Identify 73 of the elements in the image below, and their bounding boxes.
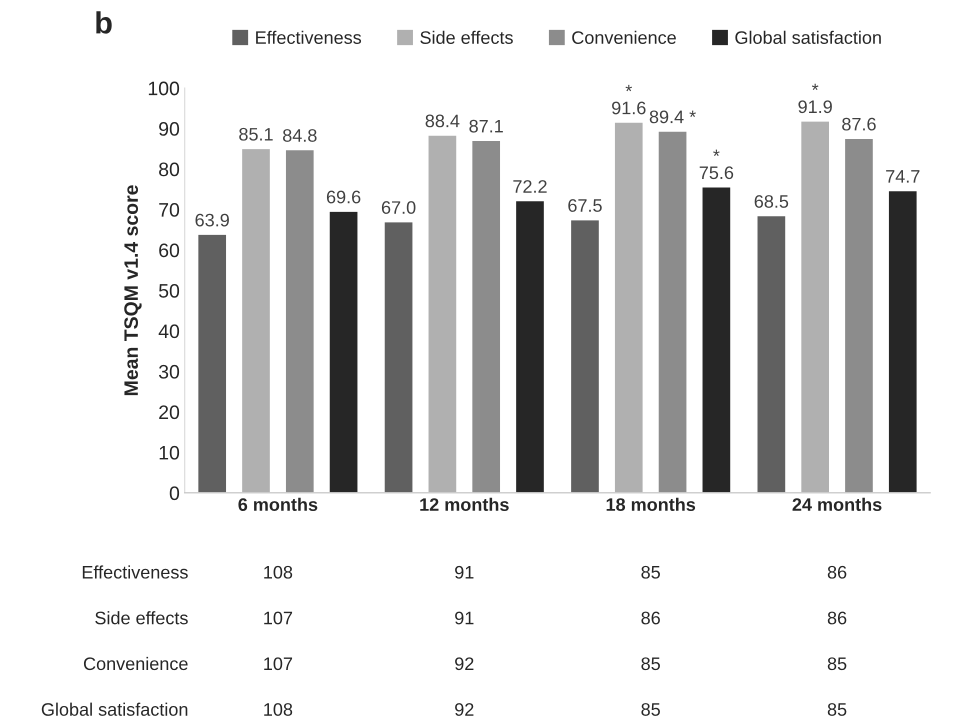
data-label: * 91.6 xyxy=(612,84,646,114)
text: 108 xyxy=(264,566,292,579)
data-label: * 91.9 xyxy=(798,84,832,114)
bar xyxy=(800,120,830,493)
legend-label: Convenience xyxy=(572,30,676,44)
data-label: 89.4 * xyxy=(650,110,696,124)
text: 108 xyxy=(264,703,292,716)
chart-title: b xyxy=(96,11,112,34)
data-label: 67.5 xyxy=(568,199,602,212)
text: 85 xyxy=(828,657,846,670)
data-label: * 75.6 xyxy=(700,150,734,180)
bar xyxy=(514,200,546,493)
text: 85 xyxy=(641,703,660,716)
data-label: 63.9 xyxy=(196,214,229,226)
data-label: 69.6 xyxy=(326,190,360,204)
legend-label: Global satisfaction xyxy=(735,30,881,44)
bar xyxy=(240,148,272,493)
text: 85 xyxy=(641,657,660,670)
data-label: 84.8 xyxy=(283,129,317,142)
data-label: 87.6 xyxy=(842,118,876,131)
bar xyxy=(284,148,316,493)
y-tick-label: 0 xyxy=(170,486,180,500)
bar xyxy=(383,220,414,493)
y-tick-label: 60 xyxy=(159,243,180,258)
text: 86 xyxy=(828,566,846,579)
bar xyxy=(701,186,732,493)
text: 86 xyxy=(641,612,660,624)
bar xyxy=(756,214,787,493)
bar xyxy=(570,218,600,493)
data-label: 87.1 xyxy=(469,120,503,133)
text: Side effects xyxy=(95,611,188,624)
y-tick-label: 10 xyxy=(160,446,180,460)
data-label: 72.2 xyxy=(513,180,547,193)
text: 107 xyxy=(264,657,292,670)
bar xyxy=(844,138,874,493)
y-tick-label: 50 xyxy=(158,284,180,298)
text: Convenience xyxy=(84,656,188,670)
text: 85 xyxy=(641,566,660,579)
legend-label: Effectiveness xyxy=(256,30,362,44)
data-label: 68.5 xyxy=(754,195,788,208)
data-label: 67.0 xyxy=(382,201,416,214)
x-tick-label: 18 months xyxy=(606,498,696,511)
bar xyxy=(427,134,458,493)
y-tick-label: 20 xyxy=(159,405,180,420)
y-tick-label: 90 xyxy=(159,122,180,136)
y-tick-label: 100 xyxy=(148,82,180,96)
text: 92 xyxy=(455,657,474,670)
bar xyxy=(196,234,228,493)
bar xyxy=(657,130,688,493)
text: 91 xyxy=(455,566,474,579)
bar xyxy=(328,210,359,493)
text: Effectiveness xyxy=(82,565,188,579)
y-tick-label: 70 xyxy=(159,202,180,217)
text: 85 xyxy=(828,703,846,716)
x-tick-label: 24 months xyxy=(792,498,882,511)
data-label: 74.7 xyxy=(886,170,920,183)
text: 86 xyxy=(828,612,846,624)
text: 91 xyxy=(455,612,474,624)
text: 107 xyxy=(264,612,292,624)
data-label: 88.4 xyxy=(426,114,460,128)
x-tick-label: 6 months xyxy=(238,498,318,511)
bar xyxy=(470,140,502,493)
y-tick-label: 40 xyxy=(158,324,180,338)
x-tick-label: 12 months xyxy=(420,498,509,511)
data-label: 85.1 xyxy=(239,128,273,141)
y-tick-label: 30 xyxy=(158,364,180,379)
y-axis-title: Mean TSQM v1.4 score xyxy=(124,185,142,396)
text: 92 xyxy=(455,703,474,716)
bar xyxy=(614,121,644,493)
legend-label: Side effects xyxy=(420,30,513,44)
bar xyxy=(888,190,918,493)
text: Global satisfaction xyxy=(42,702,188,716)
y-tick-label: 80 xyxy=(159,162,180,176)
